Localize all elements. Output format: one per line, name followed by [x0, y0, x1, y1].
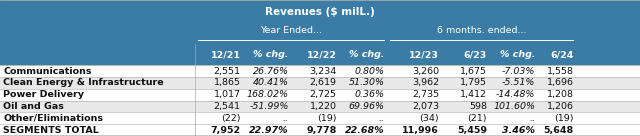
- Bar: [0, 0, 640, 23]
- Text: 22.68%: 22.68%: [345, 126, 385, 135]
- Text: -14.48%: -14.48%: [495, 90, 535, 99]
- Text: % chg.: % chg.: [253, 50, 289, 59]
- Bar: [0, 101, 640, 112]
- Text: 1,220: 1,220: [310, 102, 337, 111]
- Text: 7,952: 7,952: [211, 126, 241, 135]
- Text: 5,459: 5,459: [457, 126, 487, 135]
- Text: 3,234: 3,234: [309, 67, 337, 76]
- Text: 2,725: 2,725: [310, 90, 337, 99]
- Bar: [0, 23, 640, 44]
- Text: 0.36%: 0.36%: [355, 90, 385, 99]
- Text: Year Ended...: Year Ended...: [260, 26, 322, 35]
- Text: Oil and Gas: Oil and Gas: [3, 102, 64, 111]
- Text: 26.76%: 26.76%: [253, 67, 289, 76]
- Text: 6/24: 6/24: [550, 50, 573, 59]
- Text: 2,735: 2,735: [412, 90, 439, 99]
- Text: 2,541: 2,541: [214, 102, 241, 111]
- Text: SEGMENTS TOTAL: SEGMENTS TOTAL: [3, 126, 99, 135]
- Text: (19): (19): [317, 114, 337, 123]
- Text: 3,962: 3,962: [412, 78, 439, 87]
- Text: Revenues ($ milL.): Revenues ($ milL.): [265, 7, 375, 17]
- Text: 1,675: 1,675: [460, 67, 487, 76]
- Text: 12/21: 12/21: [211, 50, 241, 59]
- Text: 6/23: 6/23: [464, 50, 487, 59]
- Text: 1,795: 1,795: [460, 78, 487, 87]
- Text: Other/Eliminations: Other/Eliminations: [3, 114, 103, 123]
- Text: ..: ..: [529, 114, 535, 123]
- Text: % chg.: % chg.: [349, 50, 385, 59]
- Text: 2,551: 2,551: [214, 67, 241, 76]
- Text: 9,778: 9,778: [307, 126, 337, 135]
- Bar: [0, 112, 640, 124]
- Bar: [0, 124, 640, 136]
- Bar: [0, 89, 640, 101]
- Bar: [0, 77, 640, 89]
- Text: 1,208: 1,208: [547, 90, 573, 99]
- Text: 1,017: 1,017: [214, 90, 241, 99]
- Text: -7.03%: -7.03%: [502, 67, 535, 76]
- Text: 2,073: 2,073: [412, 102, 439, 111]
- Text: 3,260: 3,260: [412, 67, 439, 76]
- Text: 598: 598: [469, 102, 487, 111]
- Bar: [0, 65, 640, 77]
- Text: 51.30%: 51.30%: [349, 78, 385, 87]
- Text: 5,648: 5,648: [543, 126, 573, 135]
- Text: 11,996: 11,996: [402, 126, 439, 135]
- Text: 101.60%: 101.60%: [493, 102, 535, 111]
- Text: Power Delivery: Power Delivery: [3, 90, 84, 99]
- Text: 1,865: 1,865: [214, 78, 241, 87]
- Text: 12/23: 12/23: [409, 50, 439, 59]
- Text: (21): (21): [468, 114, 487, 123]
- Text: Communications: Communications: [3, 67, 92, 76]
- Text: 3.46%: 3.46%: [502, 126, 535, 135]
- Text: Clean Energy & Infrastructure: Clean Energy & Infrastructure: [3, 78, 164, 87]
- Text: ..: ..: [283, 114, 289, 123]
- Text: (22): (22): [221, 114, 241, 123]
- Text: 40.41%: 40.41%: [253, 78, 289, 87]
- Text: % chg.: % chg.: [500, 50, 535, 59]
- Text: 12/22: 12/22: [307, 50, 337, 59]
- Text: 1,412: 1,412: [460, 90, 487, 99]
- Text: (19): (19): [554, 114, 573, 123]
- Text: 2,619: 2,619: [310, 78, 337, 87]
- Text: -5.51%: -5.51%: [502, 78, 535, 87]
- Text: (34): (34): [419, 114, 439, 123]
- Bar: [0, 44, 640, 65]
- Text: 1,696: 1,696: [547, 78, 573, 87]
- Text: -51.99%: -51.99%: [249, 102, 289, 111]
- Text: 22.97%: 22.97%: [249, 126, 289, 135]
- Text: 6 months. ended...: 6 months. ended...: [437, 26, 526, 35]
- Text: 69.96%: 69.96%: [349, 102, 385, 111]
- Text: 0.80%: 0.80%: [355, 67, 385, 76]
- Text: 1,558: 1,558: [547, 67, 573, 76]
- Text: 1,206: 1,206: [547, 102, 573, 111]
- Text: ..: ..: [379, 114, 385, 123]
- Text: 168.02%: 168.02%: [246, 90, 289, 99]
